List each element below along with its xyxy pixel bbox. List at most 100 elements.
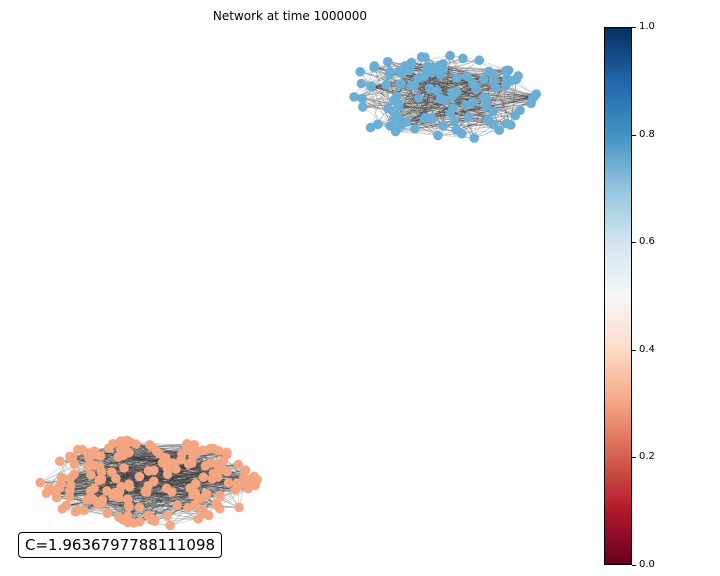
network-canvas (35, 50, 542, 531)
node (440, 95, 451, 105)
edge (445, 55, 451, 101)
edge (151, 469, 177, 521)
edge (362, 106, 451, 114)
edge (61, 451, 198, 484)
edge (59, 444, 150, 488)
edge (69, 474, 168, 492)
node (474, 55, 485, 66)
edge (437, 129, 500, 136)
node (526, 98, 536, 109)
edge (170, 488, 249, 526)
edge (425, 103, 532, 118)
node (103, 443, 114, 454)
edge (395, 129, 457, 132)
node (143, 481, 153, 491)
edge (486, 97, 533, 100)
edge (437, 115, 516, 136)
node (88, 494, 98, 505)
edge (115, 445, 187, 479)
node (356, 78, 367, 89)
edge (90, 454, 227, 492)
edge (370, 86, 446, 101)
edge (456, 92, 535, 97)
edge (425, 88, 430, 118)
edge (454, 78, 458, 122)
node (409, 80, 420, 90)
edge (414, 85, 473, 102)
colorbar-tick-label: 0.4 (639, 343, 655, 355)
edge (118, 448, 214, 518)
node (461, 100, 471, 110)
edge (118, 454, 227, 458)
node (201, 488, 212, 499)
edge (370, 86, 439, 136)
edge (46, 471, 228, 494)
edge (128, 474, 168, 485)
edge (472, 83, 534, 99)
edge (399, 70, 439, 136)
node (365, 122, 376, 133)
edge (70, 485, 152, 520)
edge (84, 493, 196, 511)
node (183, 502, 193, 513)
edge (425, 90, 438, 118)
edge (442, 78, 458, 126)
edge (452, 96, 489, 120)
node (469, 133, 480, 143)
node (143, 510, 153, 521)
node (182, 438, 192, 449)
colorbar-tick-label: 1.0 (639, 21, 655, 32)
edge (474, 98, 533, 139)
edge (414, 65, 440, 129)
edge (74, 452, 193, 475)
edge (399, 70, 425, 119)
node (488, 106, 499, 116)
node (414, 93, 424, 103)
edge (414, 69, 444, 129)
node (369, 62, 379, 73)
edge (423, 76, 425, 119)
edge (147, 444, 195, 516)
edge (119, 473, 214, 492)
node (427, 113, 437, 124)
node (388, 106, 398, 116)
node (57, 504, 68, 514)
edge (56, 474, 168, 498)
node (416, 52, 427, 62)
edge (426, 69, 444, 126)
edge (400, 101, 473, 127)
edge (362, 79, 484, 108)
edge (133, 518, 199, 524)
edge (424, 72, 432, 119)
node (463, 112, 474, 123)
node (223, 478, 234, 488)
edge (362, 106, 453, 109)
node (162, 469, 173, 480)
colorbar-tick-label: 0.2 (639, 451, 655, 463)
edge (439, 65, 509, 71)
node (233, 459, 243, 470)
node (197, 504, 207, 515)
edge (397, 78, 458, 118)
edge (370, 86, 439, 136)
edge (456, 85, 507, 131)
node (44, 482, 54, 493)
node (471, 83, 481, 94)
edge (127, 482, 229, 517)
edge (474, 79, 484, 139)
node (162, 510, 173, 521)
node (382, 56, 393, 67)
edge (486, 99, 532, 104)
edge (128, 488, 249, 507)
edge (95, 454, 200, 499)
node (88, 460, 99, 471)
edge (117, 456, 140, 477)
edge (74, 474, 128, 517)
node (165, 520, 175, 531)
edge (449, 55, 489, 121)
node (213, 445, 224, 456)
edge (440, 98, 507, 124)
node (457, 128, 467, 139)
node (215, 490, 225, 501)
colorbar-tick-mark (632, 349, 636, 351)
